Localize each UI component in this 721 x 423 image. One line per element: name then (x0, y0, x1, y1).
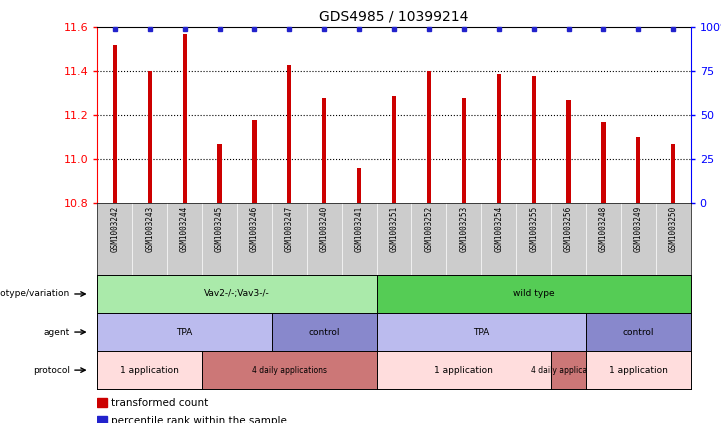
Bar (97, 416, 107, 423)
Text: control: control (623, 327, 654, 337)
Title: GDS4985 / 10399214: GDS4985 / 10399214 (319, 10, 469, 24)
Bar (497, 74, 501, 203)
Bar (182, 34, 187, 203)
Bar (392, 96, 396, 203)
Text: 1 application: 1 application (609, 365, 668, 375)
Bar (97, 398, 107, 407)
Bar (218, 144, 221, 203)
Bar (601, 122, 606, 203)
Text: GSM1003244: GSM1003244 (180, 206, 189, 252)
Bar (427, 71, 431, 203)
Bar (287, 65, 291, 203)
Text: GSM1003245: GSM1003245 (215, 206, 224, 252)
Bar (112, 45, 117, 203)
Bar (252, 120, 257, 203)
Bar (531, 76, 536, 203)
Text: GSM1003250: GSM1003250 (669, 206, 678, 252)
Text: GSM1003252: GSM1003252 (425, 206, 433, 252)
Text: GSM1003251: GSM1003251 (389, 206, 399, 252)
Text: GSM1003248: GSM1003248 (599, 206, 608, 252)
Bar (148, 71, 152, 203)
Text: TPA: TPA (473, 327, 490, 337)
Bar (357, 168, 361, 203)
Bar (461, 98, 466, 203)
Text: percentile rank within the sample: percentile rank within the sample (111, 416, 287, 423)
Text: 1 application: 1 application (434, 365, 493, 375)
Bar (567, 100, 570, 203)
Text: GSM1003249: GSM1003249 (634, 206, 643, 252)
Text: GSM1003241: GSM1003241 (355, 206, 363, 252)
Text: transformed count: transformed count (111, 398, 208, 408)
Bar (322, 98, 327, 203)
Text: GSM1003253: GSM1003253 (459, 206, 469, 252)
Text: Vav2-/-;Vav3-/-: Vav2-/-;Vav3-/- (204, 289, 270, 299)
Text: 4 daily applications: 4 daily applications (531, 365, 606, 375)
Text: GSM1003254: GSM1003254 (494, 206, 503, 252)
Text: GSM1003255: GSM1003255 (529, 206, 538, 252)
Text: TPA: TPA (177, 327, 193, 337)
Bar (671, 144, 676, 203)
Text: GSM1003240: GSM1003240 (319, 206, 329, 252)
Text: genotype/variation: genotype/variation (0, 289, 70, 299)
Text: GSM1003243: GSM1003243 (145, 206, 154, 252)
Text: GSM1003246: GSM1003246 (250, 206, 259, 252)
Text: control: control (309, 327, 340, 337)
Text: agent: agent (44, 327, 70, 337)
Text: wild type: wild type (513, 289, 554, 299)
Text: GSM1003247: GSM1003247 (285, 206, 294, 252)
Text: protocol: protocol (33, 365, 70, 375)
Text: 1 application: 1 application (120, 365, 179, 375)
Text: 4 daily applications: 4 daily applications (252, 365, 327, 375)
Text: GSM1003256: GSM1003256 (564, 206, 573, 252)
Bar (636, 137, 640, 203)
Text: GSM1003242: GSM1003242 (110, 206, 119, 252)
